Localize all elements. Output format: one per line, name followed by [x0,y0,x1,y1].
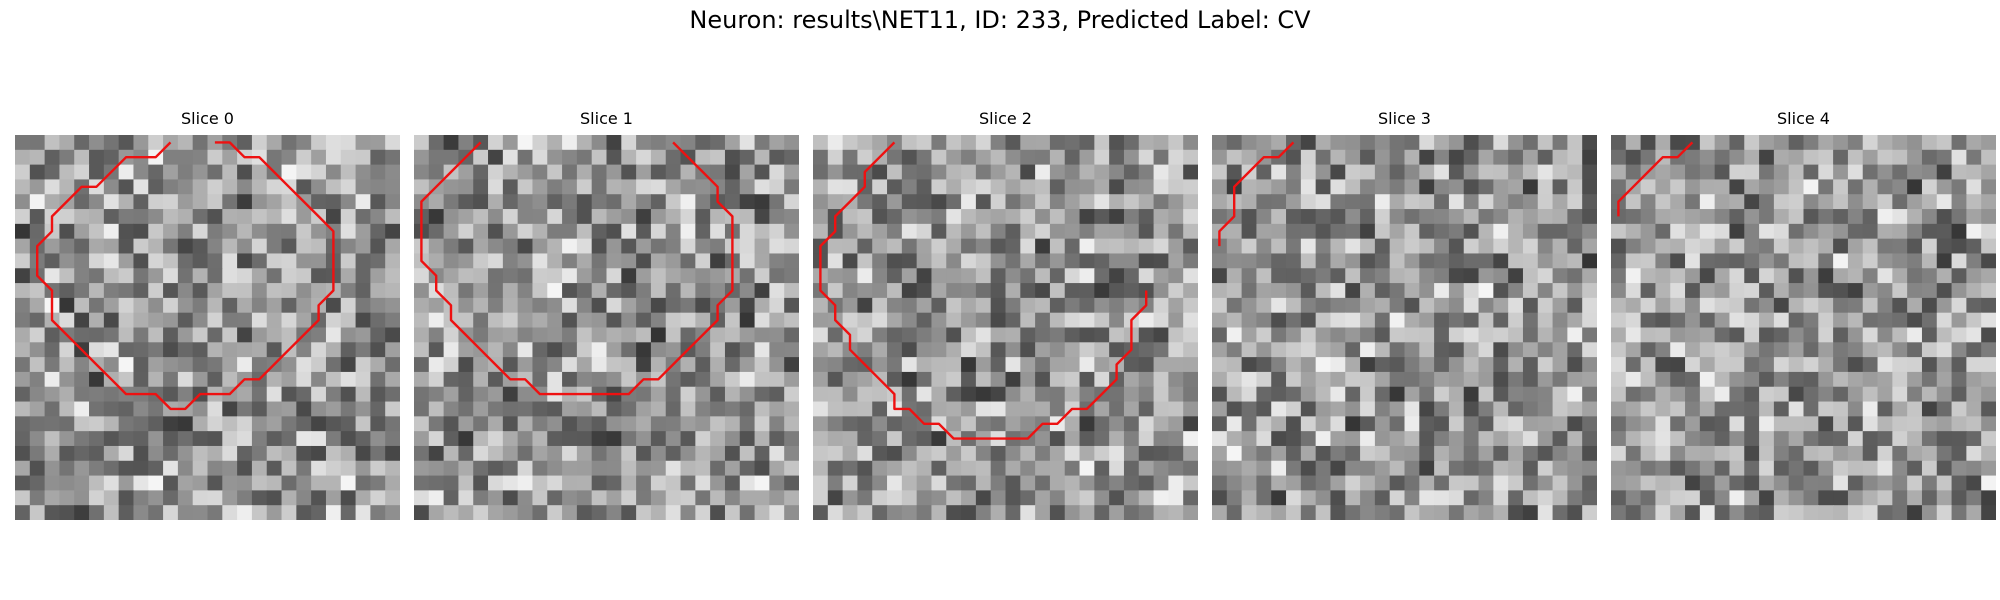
contour-line [420,141,734,396]
pixel-grid [813,135,1198,520]
slice-panel: Slice 2 [813,107,1198,520]
slice-image [1611,135,1996,520]
slice-title: Slice 1 [580,109,633,128]
slice-panel: Slice 3 [1212,107,1597,520]
slice-title: Slice 2 [979,109,1032,128]
slice-panel: Slice 4 [1611,107,1996,520]
slice-image [1212,135,1597,520]
pixel-grid [414,135,799,520]
pixel-grid [15,135,400,520]
slice-image [15,135,400,520]
figure-title: Neuron: results\NET11, ID: 233, Predicte… [689,6,1311,34]
contour-line [819,141,1148,440]
slice-title: Slice 4 [1777,109,1830,128]
slice-image [813,135,1198,520]
slice-image [414,135,799,520]
contour-line [1218,141,1295,247]
contour-line [1617,141,1694,217]
pixel-grid [1212,135,1597,520]
slice-title: Slice 3 [1378,109,1431,128]
slice-panel: Slice 1 [414,107,799,520]
slice-panel: Slice 0 [15,107,400,520]
slice-title: Slice 0 [181,109,234,128]
contour-line [36,141,335,411]
pixel-grid [1611,135,1996,520]
